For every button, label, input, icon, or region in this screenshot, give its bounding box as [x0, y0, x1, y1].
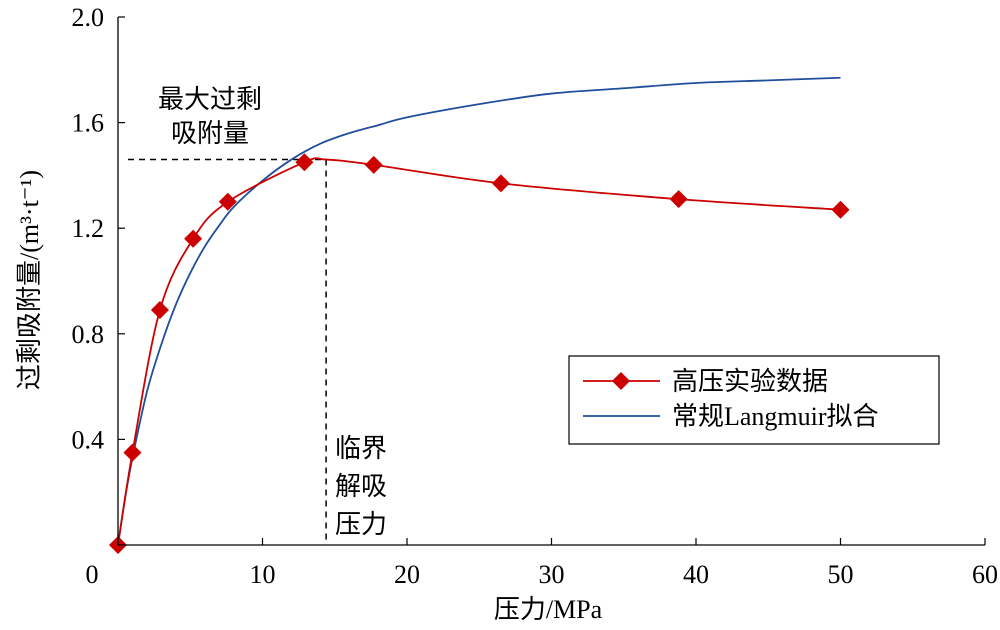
y-tick-label: 2.0 — [72, 3, 105, 32]
legend: 高压实验数据 常规Langmuir拟合 — [568, 355, 940, 445]
data-point-experimental — [184, 229, 203, 248]
legend-label-langmuir: 常规Langmuir拟合 — [672, 402, 879, 431]
y-axis-title: 过剩吸附量/(m³·t⁻¹) — [15, 170, 44, 390]
data-point-experimental — [491, 174, 510, 193]
data-point-experimental — [831, 200, 850, 219]
y-tick-label: 0.4 — [72, 425, 105, 454]
data-point-experimental — [123, 443, 142, 462]
legend-label-experimental: 高压实验数据 — [672, 367, 828, 396]
legend-marker-experimental — [612, 372, 630, 390]
data-point-experimental — [150, 301, 169, 320]
critical-pressure-label-line2: 解吸 — [335, 472, 387, 501]
x-tick-label: 20 — [394, 560, 420, 589]
data-point-experimental — [364, 155, 383, 174]
series-line-langmuir — [117, 76, 841, 546]
y-tick-label: 1.2 — [72, 214, 105, 243]
plot-area — [109, 76, 850, 554]
axis-ticks: 0 10 20 30 40 50 60 0.4 0.8 1.2 1.6 2.0 — [72, 3, 999, 589]
data-point-experimental — [669, 190, 688, 209]
x-axis-title: 压力/MPa — [494, 595, 603, 624]
x-tick-label: 30 — [539, 560, 565, 589]
x-tick-label: 0 — [86, 560, 99, 589]
max-adsorption-label-line1: 最大过剩 — [158, 85, 262, 114]
series-line-experimental — [117, 157, 841, 546]
y-tick-label: 1.6 — [72, 109, 105, 138]
x-tick-label: 10 — [250, 560, 276, 589]
x-tick-label: 60 — [972, 560, 998, 589]
legend-box — [568, 355, 940, 445]
y-tick-label: 0.8 — [72, 320, 105, 349]
data-point-experimental — [295, 153, 314, 172]
x-tick-label: 50 — [828, 560, 854, 589]
max-adsorption-label-line2: 吸附量 — [171, 119, 249, 148]
x-tick-label: 40 — [683, 560, 709, 589]
critical-pressure-label-line1: 临界 — [335, 434, 387, 463]
data-point-experimental — [218, 192, 237, 211]
critical-pressure-label-line3: 压力 — [335, 510, 387, 539]
